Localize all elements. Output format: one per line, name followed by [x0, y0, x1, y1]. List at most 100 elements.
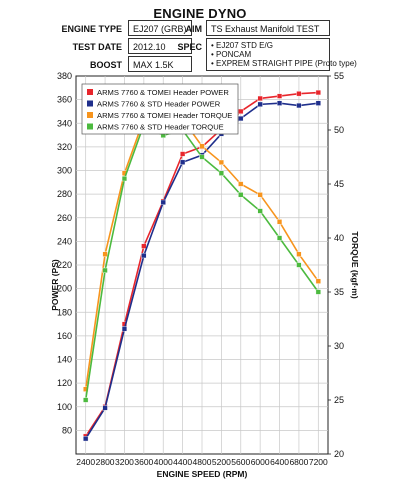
data-point: [296, 251, 302, 257]
x-axis-title: ENGINE SPEED (RPM): [157, 469, 248, 479]
y-tick-label: 280: [57, 189, 72, 199]
y-tick-label: 240: [57, 236, 72, 246]
data-point: [102, 251, 108, 257]
legend-swatch: [87, 112, 93, 118]
data-point: [218, 159, 224, 166]
y2-tick-label: 45: [334, 179, 344, 189]
data-point: [257, 95, 263, 102]
y-tick-label: 340: [57, 118, 72, 128]
data-point: [218, 170, 224, 176]
x-tick-label: 4400: [173, 457, 192, 467]
page-title: ENGINE DYNO: [153, 6, 247, 21]
data-point: [257, 101, 263, 107]
boost-value: MAX 1.5K: [128, 56, 192, 72]
data-point: [238, 192, 244, 198]
x-tick-label: 2400: [76, 457, 95, 467]
data-point: [141, 252, 147, 259]
legend-swatch: [87, 89, 93, 95]
x-tick-label: 6000: [251, 457, 270, 467]
x-tick-label: 4800: [193, 457, 212, 467]
y-tick-label: 300: [57, 166, 72, 176]
y2-tick-label: 50: [334, 125, 344, 135]
y-tick-label: 120: [57, 378, 72, 388]
x-tick-label: 3200: [115, 457, 134, 467]
y-tick-label: 140: [57, 355, 72, 365]
x-tick-label: 3600: [134, 457, 153, 467]
y-tick-label: 220: [57, 260, 72, 270]
y2-tick-label: 25: [334, 395, 344, 405]
engine-type-value: EJ207 (GRB): [128, 20, 192, 36]
y2-tick-label: 40: [334, 233, 344, 243]
legend-label: ARMS 7760 & STD Header TORQUE: [97, 123, 224, 132]
test-date-value: 2012.10: [128, 38, 192, 54]
data-point: [238, 108, 244, 115]
y2-tick-label: 55: [334, 71, 344, 81]
aim-value: TS Exhaust Manifold TEST: [206, 20, 330, 36]
data-point: [199, 143, 205, 149]
data-point: [276, 219, 283, 225]
data-point: [238, 181, 244, 187]
data-point: [121, 326, 128, 332]
engine-type-label: ENGINE TYPE: [61, 24, 122, 34]
x-tick-label: 5600: [231, 457, 250, 467]
data-point: [296, 102, 302, 109]
y2-axis-title: TORQUE (kgf·m): [350, 231, 360, 299]
x-tick-label: 6800: [289, 457, 308, 467]
aim-label: AIM: [185, 24, 203, 34]
data-point: [276, 100, 283, 106]
y2-tick-label: 35: [334, 287, 344, 297]
data-point: [102, 267, 108, 274]
test-date-label: TEST DATE: [72, 42, 122, 52]
x-tick-label: 4000: [154, 457, 173, 467]
legend-label: ARMS 7760 & STD Header POWER: [97, 100, 221, 109]
data-point: [102, 405, 108, 411]
y-tick-label: 200: [57, 284, 72, 294]
y-tick-label: 100: [57, 402, 72, 412]
legend-label: ARMS 7760 & TOMEI Header POWER: [97, 88, 229, 97]
y2-tick-label: 20: [334, 449, 344, 459]
spec-line: • EXPREM STRAIGHT PIPE (Proto type): [211, 59, 357, 68]
data-point: [276, 235, 283, 241]
data-point: [238, 115, 244, 122]
spec-line: • PONCAM: [211, 50, 252, 59]
y-tick-label: 80: [62, 425, 72, 435]
y-axis-title: POWER (PS): [50, 259, 60, 311]
y-tick-label: 360: [57, 95, 72, 105]
data-point: [315, 289, 321, 295]
spec-label: SPEC: [177, 42, 202, 52]
spec-box: • EJ207 STD E/G • PONCAM • EXPREM STRAIG…: [206, 38, 357, 71]
data-point: [296, 91, 302, 97]
data-point: [315, 100, 321, 106]
data-point: [83, 436, 89, 442]
data-point: [199, 154, 205, 160]
spec-line: • EJ207 STD E/G: [211, 41, 273, 50]
y-tick-label: 180: [57, 307, 72, 317]
boost-label: BOOST: [89, 60, 122, 70]
data-point: [257, 192, 263, 198]
data-point: [257, 208, 263, 214]
y2-tick-label: 30: [334, 341, 344, 351]
data-point: [83, 397, 89, 403]
data-point: [160, 199, 166, 205]
x-tick-label: 6400: [270, 457, 289, 467]
legend-swatch: [87, 123, 93, 130]
legend-swatch: [87, 100, 93, 107]
x-tick-label: 7200: [309, 457, 328, 467]
data-point: [121, 175, 128, 182]
legend-box: [81, 83, 239, 135]
data-point: [315, 278, 321, 284]
data-point: [315, 89, 321, 96]
x-tick-label: 5200: [212, 457, 231, 467]
y-tick-label: 380: [57, 71, 72, 81]
data-point: [276, 93, 283, 99]
data-point: [180, 159, 186, 165]
data-point: [180, 151, 186, 157]
y-tick-label: 160: [57, 331, 72, 341]
y-tick-label: 260: [57, 213, 72, 223]
data-point: [296, 262, 302, 268]
x-tick-label: 2800: [96, 457, 115, 467]
y-tick-label: 320: [57, 142, 72, 152]
data-point: [141, 243, 147, 249]
legend-label: ARMS 7760 & TOMEI Header TORQUE: [97, 111, 232, 120]
